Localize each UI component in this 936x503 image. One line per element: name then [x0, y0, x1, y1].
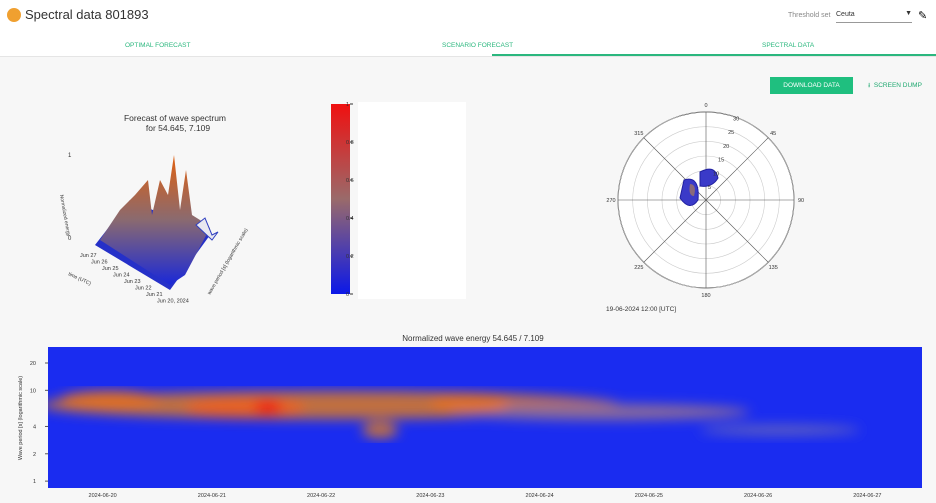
- y-label: Wave period [s] (logarithmic scale): [18, 376, 24, 460]
- surface-peaks: [100, 155, 210, 285]
- heatmap: Normalized wave energy 54.645 / 7.109 Wa…: [18, 334, 922, 499]
- threshold-label: Threshold set: [788, 12, 831, 19]
- x-tick-label: 2024-06-25: [635, 493, 663, 499]
- angle-grid: [705, 199, 769, 263]
- time-tick: Jun 27: [80, 253, 97, 259]
- angle-tick-label: 270: [606, 198, 615, 204]
- z-tick: 0: [68, 236, 72, 242]
- x-tick-label: 2024-06-27: [853, 493, 881, 499]
- time-label: time (UTC): [67, 271, 92, 287]
- x-tick-label: 2024-06-22: [307, 493, 335, 499]
- angle-tick-label: 180: [701, 293, 710, 299]
- x-tick-label: 2024-06-21: [198, 493, 226, 499]
- threshold-select[interactable]: Ceuta ▼: [836, 8, 912, 23]
- z-label: Normalized energy: [58, 194, 71, 237]
- energy-blob: [699, 168, 719, 187]
- header: Spectral data 801893 Threshold set Ceuta…: [0, 0, 936, 36]
- timestamp: 19-06-2024 12:00 [UTC]: [606, 306, 676, 313]
- tab-indicator: [492, 54, 936, 56]
- x-tick-label: 2024-06-24: [526, 493, 554, 499]
- angle-tick-label: 315: [634, 131, 643, 137]
- angle-grid: [643, 199, 707, 263]
- y-tick-label: 10: [30, 388, 36, 394]
- colorbar-tick-label: 0.2: [346, 254, 354, 260]
- y-tick-label: 2: [33, 452, 36, 458]
- x-tick-label: 2024-06-20: [89, 493, 117, 499]
- angle-tick-label: 0: [704, 103, 707, 109]
- colorbar-scale: [331, 104, 350, 294]
- heatmap-title: Normalized wave energy 54.645 / 7.109: [402, 334, 544, 343]
- colorbar-tick-label: 0.6: [346, 178, 354, 184]
- tab[interactable]: OPTIMAL FORECAST: [125, 42, 191, 49]
- page-title: Spectral data 801893: [25, 7, 149, 22]
- x-tick-label: 2024-06-26: [744, 493, 772, 499]
- z-tick: 1: [68, 153, 72, 159]
- y-tick-label: 20: [30, 361, 36, 367]
- time-tick: Jun 25: [102, 266, 119, 272]
- y-tick-label: 4: [33, 424, 36, 430]
- time-tick: Jun 26: [91, 260, 108, 266]
- surface-title: for 54.645, 7.109: [146, 123, 211, 133]
- polar-plot: 19-06-2024 12:00 [UTC] 5 10 15 20 25 30 0 45 90 1…: [606, 103, 804, 313]
- time-tick: Jun 24: [113, 273, 130, 279]
- colorbar-tick-label: 1: [346, 102, 349, 108]
- x-tick-label: 2024-06-23: [416, 493, 444, 499]
- colorbar: 0 0.2 0.4 0.6 0.8 1: [331, 102, 466, 299]
- radial-tick-label: 30: [733, 116, 739, 122]
- colorbar-tick-label: 0: [346, 292, 349, 298]
- colorbar-panel: [358, 102, 466, 299]
- angle-tick-label: 90: [798, 198, 804, 204]
- surface-plot: Forecast of wave spectrum for 54.645, 7.…: [58, 113, 250, 305]
- edit-icon[interactable]: ✎: [918, 10, 928, 22]
- time-tick: Jun 21: [146, 292, 163, 298]
- tab-bar: OPTIMAL FORECAST SCENARIO FORECAST SPECT…: [0, 36, 936, 57]
- energy-core: [689, 184, 695, 196]
- angle-grid: [705, 137, 769, 201]
- radial-tick-label: 25: [728, 130, 734, 136]
- radial-tick-label: 5: [708, 185, 711, 191]
- time-tick: Jun 20, 2024: [157, 299, 189, 305]
- surface-title: Forecast of wave spectrum: [124, 113, 226, 123]
- screen-dump-label: SCREEN DUMP: [873, 82, 922, 89]
- threshold-value: Ceuta: [836, 11, 855, 18]
- time-tick: Jun 23: [124, 279, 141, 285]
- charts: Forecast of wave spectrum for 54.645, 7.…: [18, 102, 922, 499]
- heatmap-image: [48, 347, 922, 488]
- angle-tick-label: 45: [770, 131, 776, 137]
- tab[interactable]: SCENARIO FORECAST: [442, 42, 514, 49]
- radial-tick-label: 10: [713, 171, 719, 177]
- colorbar-tick-label: 0.4: [346, 216, 354, 222]
- angle-tick-label: 135: [769, 265, 778, 271]
- download-button[interactable]: DOWNLOAD DATA: [770, 77, 853, 94]
- radial-tick-label: 15: [718, 158, 724, 164]
- angle-tick-label: 225: [634, 265, 643, 271]
- surface-edge: [195, 217, 219, 241]
- colorbar-tick-label: 0.8: [346, 140, 354, 146]
- time-tick: Jun 22: [135, 286, 152, 292]
- screen-dump-button[interactable]: ⭳ SCREEN DUMP: [868, 82, 922, 89]
- home-icon[interactable]: [7, 8, 21, 22]
- radial-tick-label: 20: [723, 144, 729, 150]
- y-tick-label: 1: [33, 479, 36, 485]
- tab[interactable]: SPECTRAL DATA: [762, 42, 815, 49]
